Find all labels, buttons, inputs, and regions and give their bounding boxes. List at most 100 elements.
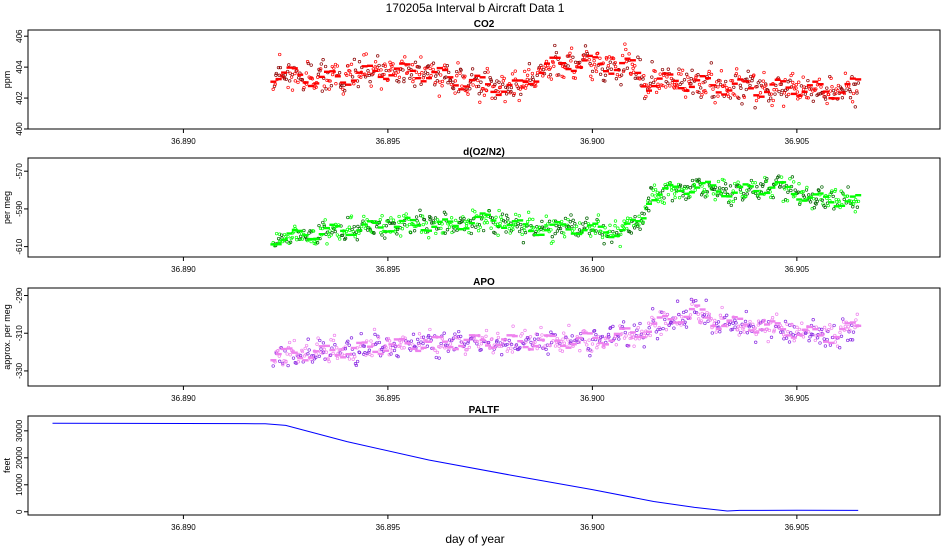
- data-point: [817, 77, 822, 81]
- data-point: [843, 324, 847, 329]
- data-point: [343, 347, 348, 351]
- data-point: [851, 202, 856, 206]
- data-point: [639, 332, 644, 336]
- data-point: [566, 338, 570, 342]
- data-point: [745, 192, 749, 196]
- data-point: [348, 72, 353, 77]
- data-point: [814, 202, 818, 206]
- data-point: [408, 230, 412, 234]
- data-point: [590, 77, 594, 82]
- data-point: [479, 80, 483, 84]
- data-point: [672, 192, 677, 196]
- data-point: [396, 354, 400, 359]
- panel-o2n2: d(O2/N2) per meg 36.890 36.895 36.900 36.90…: [2, 147, 941, 274]
- data-point: [592, 59, 596, 63]
- data-point: [790, 323, 794, 327]
- data-point: [611, 56, 616, 61]
- data-point: [658, 197, 662, 202]
- data-point: [343, 236, 348, 240]
- data-point: [828, 343, 833, 347]
- data-point: [647, 209, 651, 213]
- data-point: [712, 95, 716, 99]
- data-point: [543, 224, 548, 228]
- data-point: [460, 219, 464, 223]
- data-point: [596, 213, 601, 217]
- data-point: [693, 188, 697, 192]
- data-point: [646, 196, 651, 200]
- data-point: [482, 93, 487, 97]
- data-point: [682, 78, 687, 82]
- data-point: [730, 327, 735, 332]
- data-point: [283, 73, 287, 77]
- data-point: [853, 82, 858, 86]
- data-point: [511, 93, 516, 97]
- data-point: [402, 346, 406, 350]
- data-point: [441, 231, 446, 235]
- data-point: [805, 95, 809, 100]
- data-point: [394, 228, 398, 232]
- data-point: [511, 227, 515, 232]
- data-point: [495, 338, 499, 343]
- data-point: [856, 81, 861, 85]
- data-point: [492, 84, 496, 88]
- data-point: [788, 177, 792, 181]
- panel-paltf-xticks: 36.890 36.895 36.900 36.905: [171, 515, 810, 532]
- data-point: [851, 205, 855, 209]
- data-point: [620, 53, 625, 58]
- data-point: [800, 321, 804, 325]
- data-point: [807, 193, 811, 197]
- data-point: [846, 185, 850, 189]
- data-point: [600, 67, 604, 71]
- data-point: [802, 195, 806, 199]
- data-point: [314, 352, 318, 356]
- data-point: [744, 194, 748, 199]
- x-tick-label: 36.900: [580, 265, 605, 274]
- data-point: [808, 87, 812, 91]
- data-point: [835, 344, 840, 348]
- data-point: [387, 353, 391, 357]
- data-point: [359, 331, 363, 336]
- data-point: [583, 220, 588, 225]
- data-point: [654, 90, 659, 95]
- data-point: [843, 194, 847, 199]
- data-point: [630, 62, 634, 66]
- data-point: [421, 222, 425, 227]
- data-point: [774, 178, 778, 182]
- panel-o2n2-yticks: -610 -590 -570: [15, 163, 28, 255]
- data-point: [544, 347, 548, 352]
- data-point: [341, 92, 345, 96]
- data-point: [834, 87, 838, 91]
- data-point: [430, 346, 434, 351]
- data-point: [669, 76, 674, 81]
- data-point: [697, 90, 701, 95]
- y-tick-label: -290: [15, 287, 24, 304]
- data-point: [762, 318, 766, 323]
- data-point: [615, 72, 620, 77]
- data-point: [718, 330, 722, 334]
- data-point: [466, 92, 470, 96]
- data-point: [377, 63, 381, 68]
- data-point: [642, 345, 646, 349]
- data-point: [378, 218, 382, 222]
- data-point: [332, 333, 337, 338]
- panel-co2-frame: [27, 29, 941, 130]
- data-point: [750, 79, 754, 83]
- data-point: [509, 90, 513, 94]
- data-point: [346, 339, 350, 343]
- y-tick-label: 402: [15, 91, 24, 105]
- data-point: [338, 237, 342, 241]
- data-point: [732, 93, 737, 97]
- data-point: [658, 327, 662, 332]
- data-point: [318, 69, 322, 73]
- data-point: [276, 236, 281, 241]
- data-point: [400, 227, 405, 231]
- data-point: [357, 231, 361, 236]
- data-point: [636, 55, 640, 59]
- data-point: [547, 75, 551, 79]
- data-point: [491, 351, 495, 355]
- data-point: [330, 231, 334, 235]
- data-point: [747, 188, 751, 192]
- data-point: [822, 337, 826, 341]
- data-point: [668, 84, 672, 88]
- data-point: [504, 230, 508, 234]
